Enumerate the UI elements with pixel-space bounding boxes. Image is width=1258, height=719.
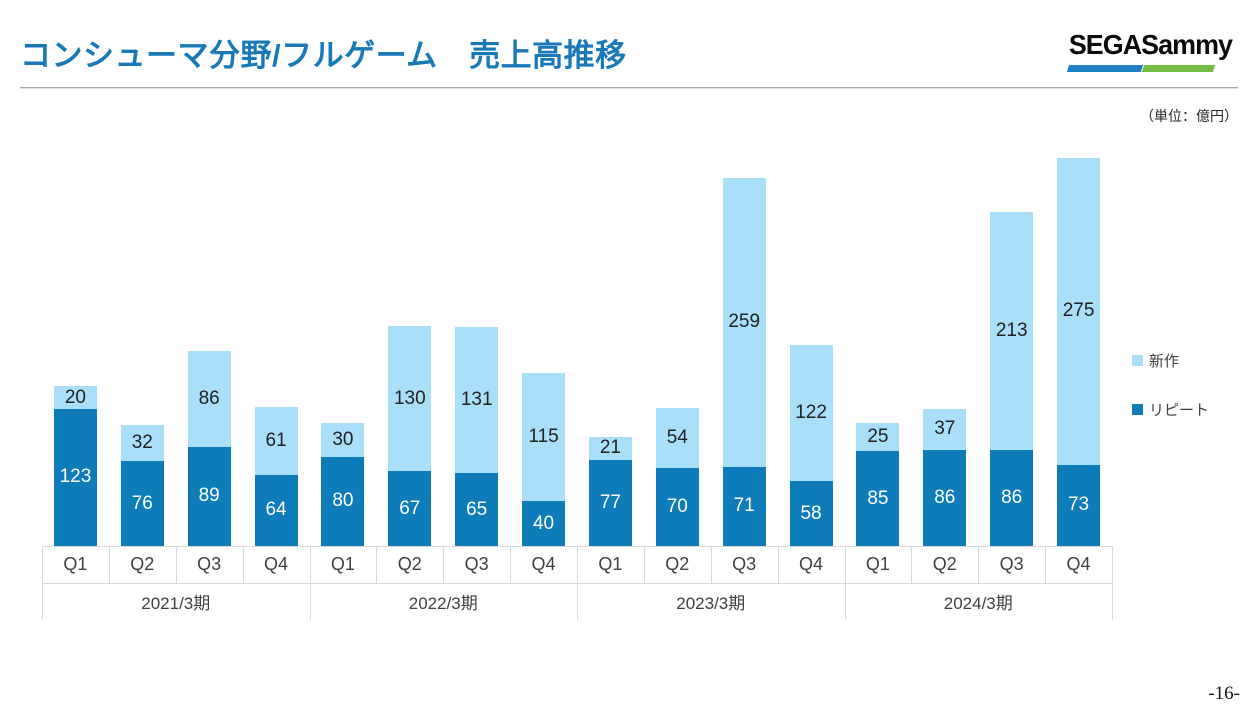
axis-quarter-label: Q4 [799, 554, 824, 574]
bar-segment-new: 115 [522, 373, 566, 502]
legend-swatch-new [1132, 355, 1143, 366]
axis-quarter-label: Q1 [865, 554, 890, 574]
axis-quarter-label: Q2 [932, 554, 957, 574]
bar-segment-new: 32 [120, 425, 164, 462]
bar-segment-repeat: 86 [923, 450, 967, 546]
bar-segment-repeat: 86 [990, 450, 1034, 546]
chart-legend: 新作 リピート [1132, 350, 1209, 448]
bar-segment-new: 21 [588, 436, 632, 461]
bar-segment-repeat: 58 [789, 481, 833, 546]
axis-quarter-label: Q3 [999, 554, 1024, 574]
axis-year-label: 2024/3期 [943, 594, 1013, 613]
bar-segment-repeat: 77 [588, 460, 632, 546]
bar-segment-repeat: 80 [321, 456, 365, 546]
bar-segment-repeat: 89 [187, 446, 231, 546]
axis-quarter-tick [175, 546, 177, 583]
axis-quarter-label: Q2 [665, 554, 690, 574]
axis-quarter-tick [510, 546, 512, 583]
unit-label: （単位：億円） [1140, 108, 1238, 124]
axis-group-separator [1112, 546, 1113, 620]
axis-quarter-tick [1045, 546, 1047, 583]
axis-quarter-label: Q4 [264, 554, 289, 574]
bar-segment-new: 54 [655, 407, 699, 468]
legend-item-repeat: リピート [1132, 399, 1209, 420]
bar-segment-new: 20 [53, 386, 97, 409]
segasammy-logo: SEGASammy [1054, 28, 1233, 76]
axis-year-label: 2022/3期 [408, 594, 478, 613]
axis-quarter-label: Q2 [397, 554, 422, 574]
bar-segment-repeat: 67 [388, 471, 432, 546]
bar-segment-new: 259 [722, 177, 766, 467]
bar-segment-repeat: 64 [254, 474, 298, 546]
axis-year-label: 2023/3期 [676, 594, 746, 613]
bar-segment-repeat: 76 [120, 461, 164, 546]
axis-group-separator [844, 546, 846, 620]
bar-segment-new: 122 [789, 345, 833, 482]
axis-group-separator [577, 546, 578, 620]
axis-year-label: 2021/3期 [141, 594, 211, 613]
axis-quarter-tick [643, 546, 645, 583]
bar-segment-new: 86 [187, 350, 231, 447]
bar-segment-repeat: 123 [53, 408, 97, 546]
bar-segment-new: 275 [1057, 157, 1101, 465]
axis-quarter-tick [443, 546, 445, 583]
axis-quarter-tick [978, 546, 980, 583]
axis-quarter-label: Q1 [63, 554, 88, 574]
axis-quarter-label: Q2 [130, 554, 155, 574]
axis-quarter-label: Q3 [197, 554, 222, 574]
bar-segment-new: 213 [990, 212, 1034, 451]
axis-quarter-label: Q1 [598, 554, 623, 574]
bar-segment-repeat: 65 [455, 473, 499, 546]
legend-swatch-repeat [1132, 404, 1143, 415]
legend-label-repeat: リピート [1149, 402, 1210, 419]
title-divider-line [20, 87, 1238, 89]
bar-segment-repeat: 40 [522, 501, 566, 546]
axis-quarter-tick [710, 546, 712, 583]
axis-quarter-tick [108, 546, 110, 583]
bar-segment-new: 131 [455, 327, 499, 474]
bar-segment-new: 130 [388, 326, 432, 472]
axis-quarter-label: Q4 [1066, 554, 1091, 574]
axis-quarter-tick [911, 546, 913, 583]
bar-segment-repeat: 70 [655, 467, 699, 546]
axis-group-separator [42, 546, 43, 620]
bar-segment-repeat: 71 [722, 466, 766, 546]
segasammy-logo-text: SEGASammy [1068, 29, 1233, 60]
axis-quarter-tick [376, 546, 378, 583]
bar-segment-new: 25 [856, 423, 900, 452]
bar-segment-new: 37 [923, 408, 967, 450]
bar-segment-repeat: 73 [1057, 464, 1101, 546]
bar-segment-repeat: 85 [856, 451, 900, 546]
axis-quarter-tick [777, 546, 779, 583]
legend-label-new: 新作 [1149, 353, 1180, 370]
page-title: コンシューマ分野/フルゲーム 売上高推移 [20, 38, 627, 73]
axis-quarter-tick [242, 546, 244, 583]
axis-group-separator [309, 546, 311, 620]
bar-segment-new: 61 [254, 406, 298, 475]
axis-quarter-label: Q3 [732, 554, 757, 574]
axis-quarter-label: Q1 [330, 554, 355, 574]
bar-segment-new: 30 [321, 423, 365, 457]
page-number: -16- [1208, 683, 1240, 704]
axis-quarter-label: Q3 [464, 554, 489, 574]
axis-quarter-label: Q4 [531, 554, 556, 574]
legend-item-new: 新作 [1132, 350, 1209, 371]
